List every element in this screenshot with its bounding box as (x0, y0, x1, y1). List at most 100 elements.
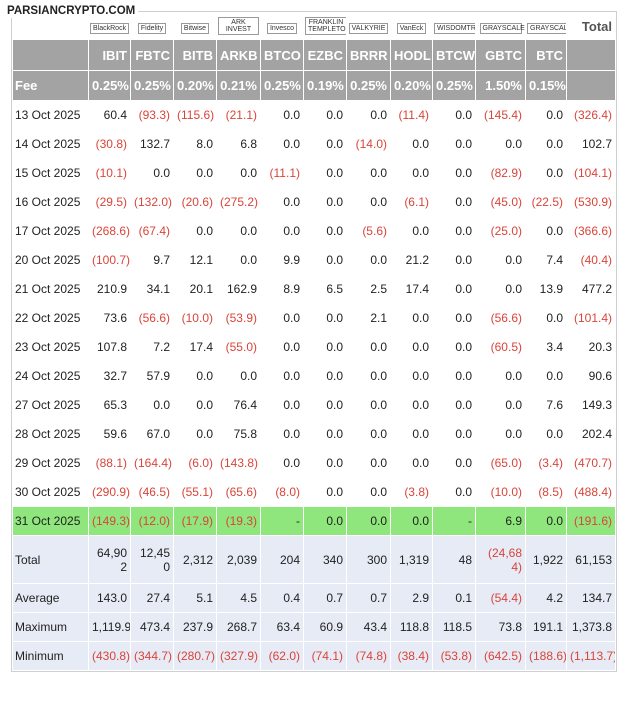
summary-value: 1,119.9 (88, 612, 131, 642)
flow-value: (5.6) (346, 216, 391, 246)
flow-value: 0.0 (475, 245, 526, 275)
summary-value: 63.4 (260, 612, 304, 642)
summary-value: 237.9 (173, 612, 217, 642)
summary-value: 2,312 (173, 535, 217, 584)
flow-value: (56.6) (475, 303, 526, 333)
flow-value: (145.4) (475, 100, 526, 130)
summary-value: (62.0) (260, 641, 304, 671)
fee: 0.25% (88, 70, 131, 101)
flow-value: 0.0 (525, 129, 567, 159)
flow-value: (115.6) (173, 100, 217, 130)
flow-value: (65.6) (216, 477, 261, 507)
flow-value: (14.0) (346, 129, 391, 159)
date: 23 Oct 2025 (12, 332, 89, 362)
flow-value: (21.1) (216, 100, 261, 130)
flow-value: 0.0 (216, 158, 261, 188)
flow-value: 0.0 (432, 100, 476, 130)
flow-value: 0.0 (432, 390, 476, 420)
summary-value: (54.4) (475, 583, 526, 613)
flow-value: 0.0 (303, 361, 347, 391)
flow-value: 34.1 (130, 274, 174, 304)
flow-value: 60.4 (88, 100, 131, 130)
flow-value: 0.0 (260, 332, 304, 362)
flow-value: 477.2 (566, 274, 616, 304)
flow-value: 7.2 (130, 332, 174, 362)
flow-value: (56.6) (130, 303, 174, 333)
issuer-logo: Invesco (266, 22, 298, 34)
flow-value: (488.4) (566, 477, 616, 507)
table-frame: BlackRock Fidelity Bitwise ARK INVEST Invesc… (11, 11, 617, 672)
flow-value: (17.9) (173, 506, 217, 536)
summary-value: 60.9 (303, 612, 347, 642)
flow-value: 0.0 (346, 390, 391, 420)
flow-value: 0.0 (303, 129, 347, 159)
flow-value: 90.6 (566, 361, 616, 391)
flow-value: (3.8) (390, 477, 433, 507)
issuer-logo-cell: VanEck (390, 12, 433, 40)
flow-row: 24 Oct 2025 32.7 57.9 0.0 0.0 0.0 0.0 0.0 0.0 0.0… (12, 361, 616, 391)
flow-value: 0.0 (303, 303, 347, 333)
flow-value: (12.0) (130, 506, 174, 536)
flow-value: (101.4) (566, 303, 616, 333)
flow-value: 0.0 (260, 361, 304, 391)
summary-value: 1,373.8 (566, 612, 616, 642)
flow-value: (275.2) (216, 187, 261, 217)
flow-value: (530.9) (566, 187, 616, 217)
fee: 0.19% (303, 70, 347, 101)
date: 27 Oct 2025 (12, 390, 89, 420)
flow-value: (55.0) (216, 332, 261, 362)
ticker: BTCW (432, 39, 476, 71)
flow-value: (470.7) (566, 448, 616, 478)
fee: 1.50% (475, 70, 526, 101)
summary-value: (280.7) (173, 641, 217, 671)
summary-value: 268.7 (216, 612, 261, 642)
flow-value: 0.0 (390, 390, 433, 420)
flow-value: 0.0 (525, 419, 567, 449)
flow-value: (65.0) (475, 448, 526, 478)
flow-value: 0.0 (346, 506, 391, 536)
flow-value: 0.0 (173, 390, 217, 420)
flow-value: 0.0 (346, 448, 391, 478)
issuer-logo: FRANKLIN TEMPLETON (305, 17, 346, 35)
issuer-logo: VALKYRIE (348, 22, 389, 34)
flow-value: 6.9 (475, 506, 526, 536)
flow-value: 0.0 (130, 390, 174, 420)
flow-value: 0.0 (390, 506, 433, 536)
summary-value: (53.8) (432, 641, 476, 671)
flow-value: (6.1) (390, 187, 433, 217)
flow-value: 12.1 (173, 245, 217, 275)
flow-value: 0.0 (525, 361, 567, 391)
date: 16 Oct 2025 (12, 187, 89, 217)
flow-value: 0.0 (260, 100, 304, 130)
summary-value: 4.5 (216, 583, 261, 613)
flow-value: 0.0 (475, 390, 526, 420)
summary-value: 64,902 (88, 535, 131, 584)
flow-value: (46.5) (130, 477, 174, 507)
flow-value: 0.0 (432, 448, 476, 478)
flow-value: (93.3) (130, 100, 174, 130)
summary-value: 118.8 (390, 612, 433, 642)
summary-value: 300 (346, 535, 391, 584)
flow-value: 0.0 (260, 129, 304, 159)
summary-row: Minimum (430.8) (344.7) (280.7) (327.9) (62.0… (12, 641, 616, 671)
flow-value: 73.6 (88, 303, 131, 333)
flow-value: 3.4 (525, 332, 567, 362)
flow-value: (3.4) (525, 448, 567, 478)
flow-value: 32.7 (88, 361, 131, 391)
summary-value: (188.6) (525, 641, 567, 671)
fee: 0.15% (525, 70, 567, 101)
flow-row: 22 Oct 2025 73.6 (56.6) (10.0) (53.9) 0.0 0.0 2… (12, 303, 616, 333)
flow-value: 0.0 (173, 216, 217, 246)
flow-value: 0.0 (432, 274, 476, 304)
flow-row: 28 Oct 2025 59.6 67.0 0.0 75.8 0.0 0.0 0.0 0.0 0.… (12, 419, 616, 449)
flow-value: (191.6) (566, 506, 616, 536)
flow-value: 0.0 (432, 129, 476, 159)
flow-value: 21.2 (390, 245, 433, 275)
flow-row: 16 Oct 2025 (29.5) (132.0) (20.6) (275.2) 0.0… (12, 187, 616, 217)
flow-value: (67.4) (130, 216, 174, 246)
summary-value: 1,922 (525, 535, 567, 584)
flow-value: 0.0 (260, 303, 304, 333)
flow-value: 202.4 (566, 419, 616, 449)
flow-value: 6.8 (216, 129, 261, 159)
